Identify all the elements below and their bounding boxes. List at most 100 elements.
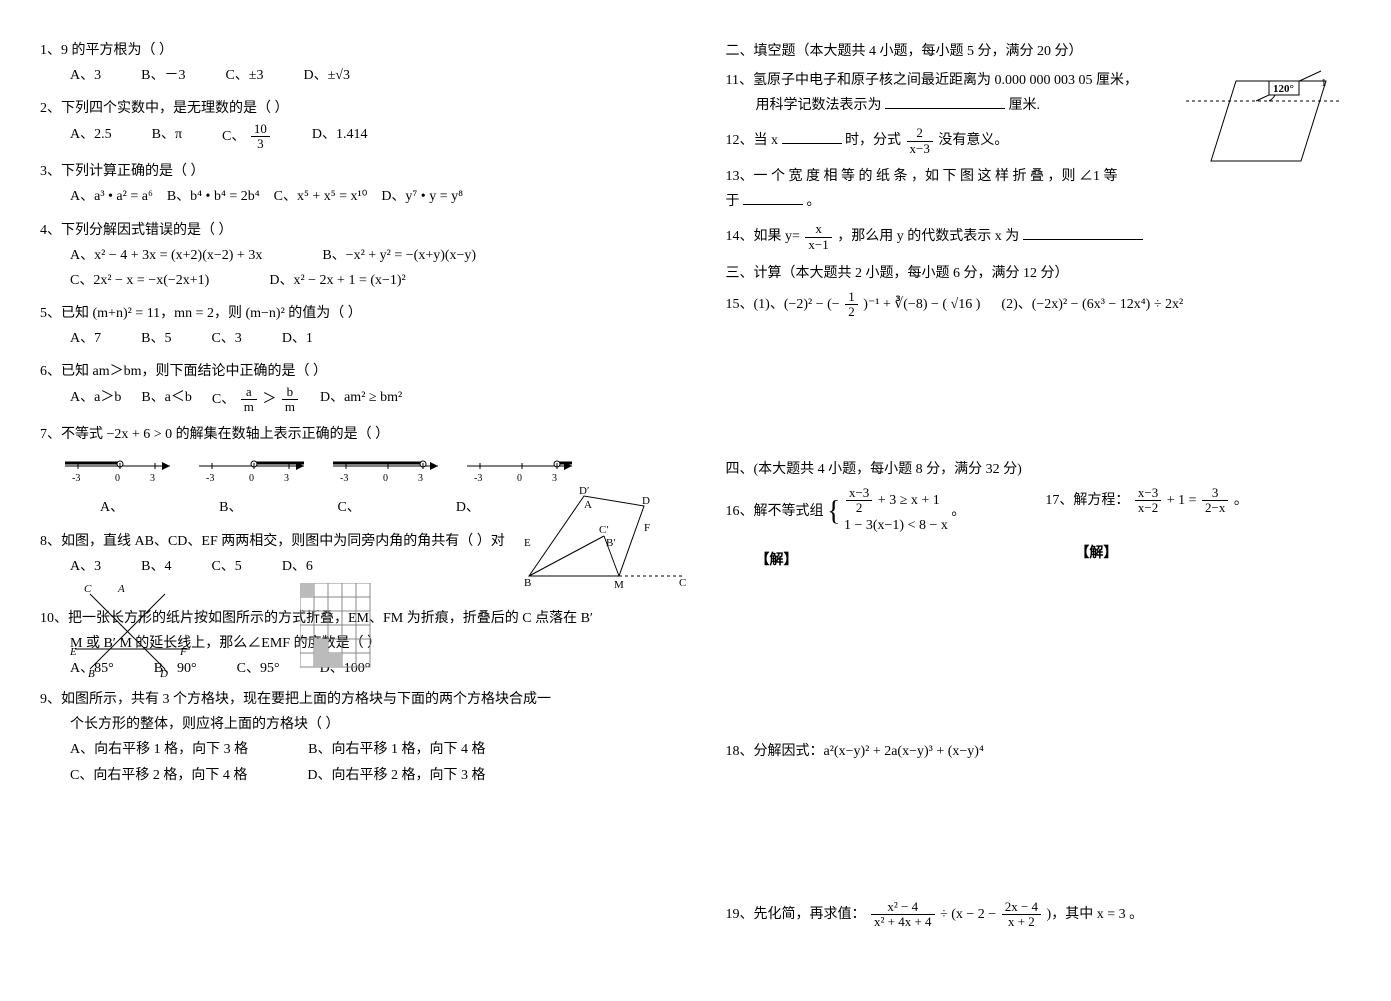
numberline-B: -3 0 3 bbox=[194, 451, 314, 491]
q6-stem: 6、已知 am＞bm，则下面结论中正确的是（ ） bbox=[40, 359, 666, 384]
q2c-den: 3 bbox=[251, 137, 270, 151]
q1-stem: 1、9 的平方根为（ ） bbox=[40, 38, 666, 63]
q9-optC: C、向右平移 2 格，向下 4 格 bbox=[70, 763, 247, 788]
q4-stem: 4、下列分解因式错误的是（ ） bbox=[40, 218, 666, 243]
q9-optD: D、向右平移 2 格，向下 3 格 bbox=[307, 763, 485, 788]
q13b: 于 bbox=[726, 194, 740, 209]
q9-optB: B、向右平移 1 格，向下 4 格 bbox=[308, 737, 485, 762]
q6c-ad: m bbox=[241, 400, 257, 414]
q6c-an: a bbox=[241, 385, 257, 400]
q19-f1d: x² + 4x + 4 bbox=[871, 915, 935, 929]
section2-title: 二、填空题（本大题共 4 小题，每小题 5 分，满分 20 分） bbox=[726, 40, 1352, 60]
q6c-pre: C、 bbox=[212, 392, 235, 407]
section4-title: 四、(本大题共 4 小题，每小题 8 分，满分 32 分) bbox=[726, 458, 1352, 478]
q4-optA: A、x² − 4 + 3x = (x+2)(x−2) + 3x bbox=[70, 243, 262, 268]
q4: 4、下列分解因式错误的是（ ） A、x² − 4 + 3x = (x+2)(x−… bbox=[40, 218, 666, 294]
numberline-A: -303 bbox=[60, 451, 180, 491]
q19-f1n: x² − 4 bbox=[871, 900, 935, 915]
q12-den: x−3 bbox=[907, 142, 933, 156]
q17: 17、解方程： x−3x−2 + 1 = 32−x 。 【解】 bbox=[1045, 486, 1247, 567]
q13-blank bbox=[743, 190, 803, 205]
q4-optB: B、−x² + y² = −(x+y)(x−y) bbox=[322, 243, 476, 268]
q5: 5、已知 (m+n)² = 11，mn = 2，则 (m−n)² 的值为（ ） … bbox=[40, 301, 666, 351]
svg-text:-3: -3 bbox=[474, 473, 482, 484]
q13c: 。 bbox=[807, 194, 821, 209]
q3-optB: B、b⁴ • b⁴ = 2b⁴ bbox=[167, 189, 260, 204]
q10-optB: B、90° bbox=[154, 656, 197, 681]
q19-f2d: x + 2 bbox=[1002, 915, 1041, 929]
svg-text:0: 0 bbox=[383, 473, 388, 484]
q15a: 15、(1)、(−2)² − (− bbox=[726, 297, 840, 312]
q19-f2n: 2x − 4 bbox=[1002, 900, 1041, 915]
q8-optA: A、3 bbox=[70, 554, 101, 579]
q14-blank bbox=[1023, 225, 1143, 240]
svg-text:3: 3 bbox=[150, 473, 155, 484]
svg-text:F: F bbox=[644, 522, 650, 534]
svg-text:-3: -3 bbox=[340, 473, 348, 484]
q14a: 14、如果 y= bbox=[726, 229, 800, 244]
numberline-C: -3 0 3 bbox=[328, 451, 448, 491]
q3-optA: A、a³ • a² = a⁶ bbox=[70, 189, 153, 204]
q17-ln: x−3 bbox=[1135, 486, 1161, 501]
q16-e1d: 2 bbox=[846, 501, 872, 515]
q17-ld: x−2 bbox=[1135, 501, 1161, 515]
q6c-bd: m bbox=[282, 400, 298, 414]
q12c: 没有意义。 bbox=[938, 133, 1008, 148]
q6-optC: C、 am ＞ bm bbox=[212, 385, 300, 415]
q12-num: 2 bbox=[907, 126, 933, 141]
q6-optB: B、a＜b bbox=[141, 385, 192, 415]
q16-e1n: x−3 bbox=[846, 486, 872, 501]
q5-optD: D、1 bbox=[282, 326, 313, 351]
svg-text:0: 0 bbox=[249, 473, 254, 484]
svg-text:-3: -3 bbox=[206, 473, 214, 484]
q7-stem: 7、不等式 −2x + 6 > 0 的解集在数轴上表示正确的是（ ） bbox=[40, 422, 666, 447]
q14: 14、如果 y= xx−1 ，那么用 y 的代数式表示 x 为 bbox=[726, 222, 1352, 252]
q10-figure: D′A D C′B′ EF BMC bbox=[524, 486, 694, 596]
q3: 3、下列计算正确的是（ ） A、a³ • a² = a⁶ B、b⁴ • b⁴ =… bbox=[40, 159, 666, 209]
svg-text:-3: -3 bbox=[72, 473, 80, 484]
q12-blank bbox=[782, 129, 842, 144]
q16-q17-row: 16、解不等式组 { x−32 + 3 ≥ x + 1 1 − 3(x−1) <… bbox=[726, 486, 1352, 573]
svg-text:3: 3 bbox=[418, 473, 423, 484]
q7-labC: C、 bbox=[337, 495, 360, 520]
q6c-mid: ＞ bbox=[262, 392, 280, 407]
q2-optC-pre: C、 bbox=[222, 129, 245, 144]
q2-optC: C、 103 bbox=[222, 122, 272, 152]
q2-optB: B、π bbox=[152, 122, 182, 152]
right-column: 二、填空题（本大题共 4 小题，每小题 5 分，满分 20 分） 120° 1 … bbox=[726, 30, 1352, 937]
q19a: 19、先化简，再求值： bbox=[726, 907, 866, 922]
svg-text:B: B bbox=[524, 577, 531, 589]
q17-mid: + 1 = bbox=[1167, 493, 1200, 508]
fold-angle-figure: 120° 1 bbox=[1181, 66, 1351, 176]
svg-text:A: A bbox=[117, 583, 125, 595]
q17-ans: 【解】 bbox=[1045, 541, 1247, 566]
q10-optC: C、95° bbox=[237, 656, 280, 681]
q19: 19、先化简，再求值： x² − 4x² + 4x + 4 ÷ (x − 2 −… bbox=[726, 900, 1352, 930]
q10-optA: A、85° bbox=[70, 656, 114, 681]
svg-text:3: 3 bbox=[552, 473, 557, 484]
q2-stem: 2、下列四个实数中，是无理数的是（ ） bbox=[40, 96, 666, 121]
q8-optD: D、6 bbox=[282, 554, 313, 579]
angle-120: 120° bbox=[1273, 83, 1294, 95]
q16-dot: 。 bbox=[951, 504, 965, 519]
q3-optC: C、x⁵ + x⁵ = x¹⁰ bbox=[274, 189, 368, 204]
q5-optC: C、3 bbox=[211, 326, 241, 351]
svg-text:M: M bbox=[614, 579, 624, 591]
q15-f1d: 2 bbox=[845, 305, 858, 319]
svg-text:D′: D′ bbox=[579, 486, 589, 497]
q1: 1、9 的平方根为（ ） A、3 B、－3 C、±3 D、±√3 bbox=[40, 38, 666, 88]
left-column: 1、9 的平方根为（ ） A、3 B、－3 C、±3 D、±√3 2、下列四个实… bbox=[40, 30, 666, 937]
q11-unit: 厘米. bbox=[1009, 98, 1041, 113]
q2: 2、下列四个实数中，是无理数的是（ ） A、2.5 B、π C、 103 D、1… bbox=[40, 96, 666, 151]
svg-text:D: D bbox=[642, 495, 650, 507]
q9: 9、如图所示，共有 3 个方格块，现在要把上面的方格块与下面的两个方格块合成一 … bbox=[40, 687, 666, 788]
q7-labD: D、 bbox=[456, 495, 480, 520]
q3-stem: 3、下列计算正确的是（ ） bbox=[40, 159, 666, 184]
q16-e2: 1 − 3(x−1) < 8 − x bbox=[844, 515, 948, 537]
angle-1: 1 bbox=[1321, 77, 1327, 89]
q12b: 时，分式 bbox=[845, 133, 901, 148]
q9-stem2: 个长方形的整体，则应将上面的方格块（ ） bbox=[40, 712, 666, 737]
svg-text:3: 3 bbox=[284, 473, 289, 484]
q2-optD: D、1.414 bbox=[312, 122, 368, 152]
q5-stem: 5、已知 (m+n)² = 11，mn = 2，则 (m−n)² 的值为（ ） bbox=[40, 301, 666, 326]
